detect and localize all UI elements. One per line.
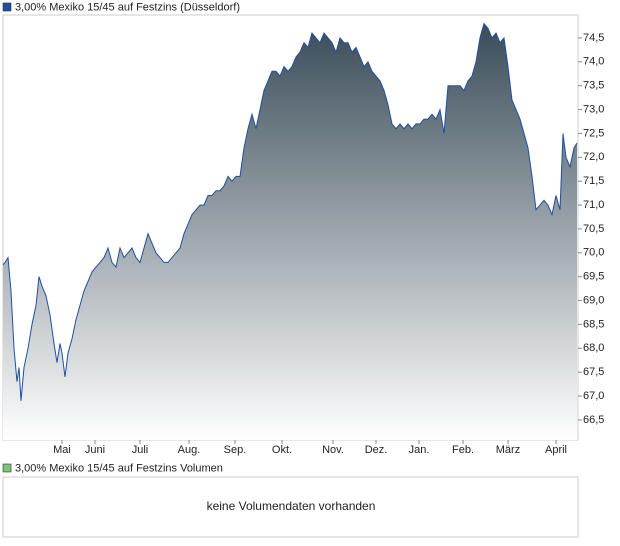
volume-message: keine Volumendaten vorhanden (207, 499, 376, 513)
y-tick-label: 74,5 (583, 32, 604, 44)
x-tick-label: März (496, 444, 520, 456)
y-tick-label: 69,0 (583, 294, 604, 306)
volume-title: 3,00% Mexiko 15/45 auf Festzins Volumen (15, 462, 223, 474)
legend-marker (2, 463, 12, 473)
x-tick-label: Juni (85, 444, 105, 456)
y-tick-label: 67,5 (583, 366, 604, 378)
y-tick-label: 73,5 (583, 80, 604, 92)
y-tick-label: 70,0 (583, 247, 604, 259)
y-tick-label: 70,5 (583, 223, 604, 235)
x-tick-label: Juli (132, 444, 149, 456)
x-tick-label: Aug. (178, 444, 201, 456)
x-tick-label: April (545, 444, 567, 456)
legend-marker (2, 2, 12, 12)
x-tick-label: Feb. (452, 444, 474, 456)
y-tick-label: 68,5 (583, 318, 604, 330)
x-tick-label: Jan. (409, 444, 430, 456)
area (3, 23, 577, 440)
y-tick-label: 71,0 (583, 199, 604, 211)
y-tick-label: 71,5 (583, 175, 604, 187)
y-tick-label: 68,0 (583, 342, 604, 354)
y-tick-label: 69,5 (583, 271, 604, 283)
price-line (2, 22, 578, 401)
x-tick-label: Okt. (272, 444, 292, 456)
y-tick-label: 72,5 (583, 127, 604, 139)
y-tick-label: 73,0 (583, 103, 604, 115)
x-tick-label: Dez. (365, 444, 388, 456)
y-tick-label: 72,0 (583, 151, 604, 163)
y-tick-label: 74,0 (583, 56, 604, 68)
y-tick-label: 66,5 (583, 414, 604, 426)
x-tick-label: Mai (53, 444, 71, 456)
volume-frame (2, 476, 579, 538)
x-tick-label: Nov. (322, 444, 344, 456)
y-tick-label: 67,0 (583, 390, 604, 402)
chart-title: 3,00% Mexiko 15/45 auf Festzins (Düsseld… (15, 1, 240, 13)
x-tick-label: Sep. (224, 444, 247, 456)
